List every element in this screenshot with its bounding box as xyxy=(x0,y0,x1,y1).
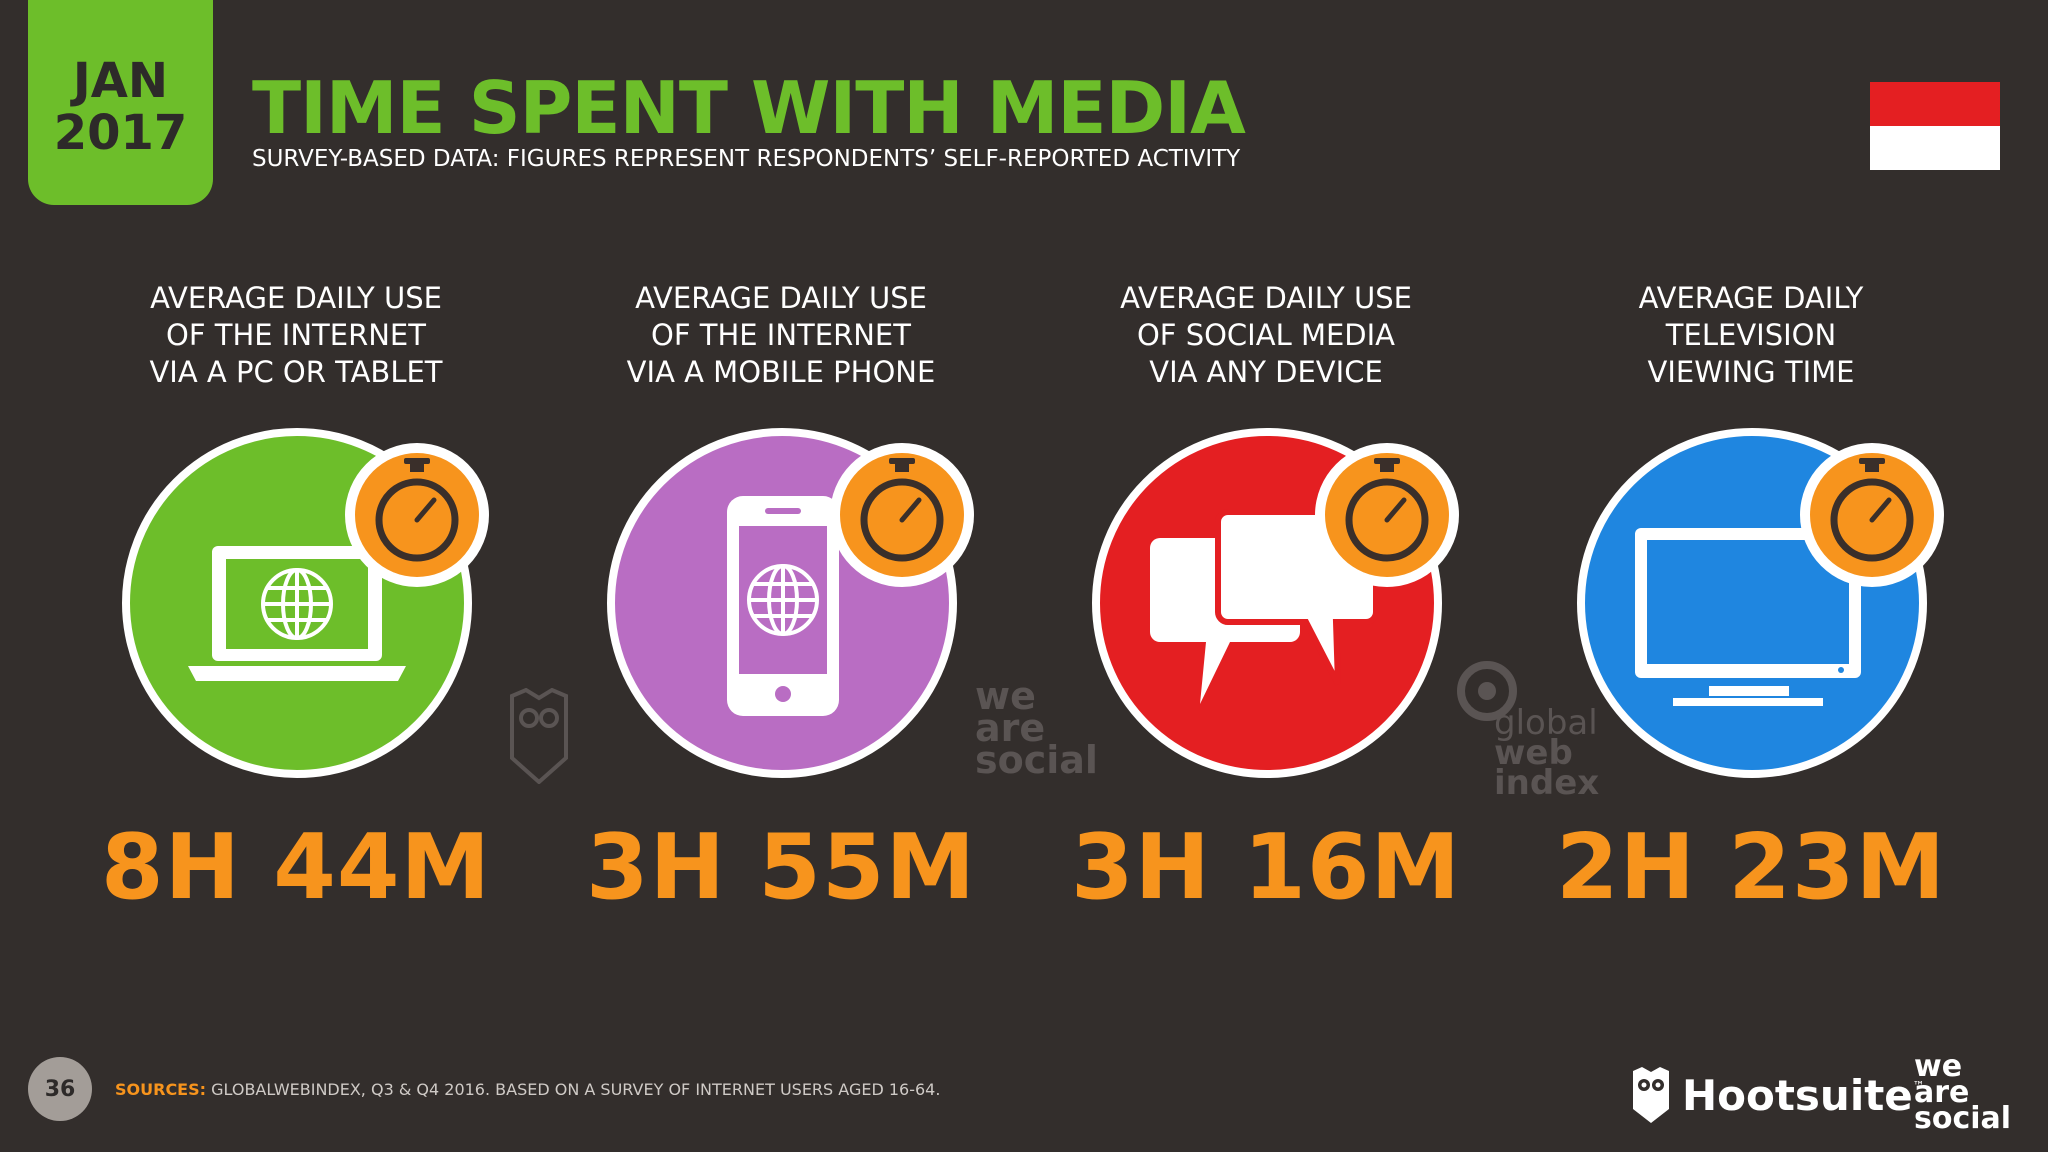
we-are-social-watermark: we are social xyxy=(975,674,1098,782)
stat-label: AVERAGE DAILY USE OF THE INTERNET VIA A … xyxy=(626,281,936,389)
stat-column-social: AVERAGE DAILY USE OF SOCIAL MEDIA VIA AN… xyxy=(1046,280,1486,920)
trademark: ™ xyxy=(1912,1079,1925,1093)
stat-label: AVERAGE DAILY USE OF THE INTERNET VIA A … xyxy=(149,281,443,389)
sources-lead: SOURCES: xyxy=(115,1080,207,1099)
hootsuite-logo: Hootsuite ™ xyxy=(1630,1065,1925,1125)
mobile-globe-icon xyxy=(727,496,839,716)
page-subtitle: SURVEY-BASED DATA: FIGURES REPRESENT RES… xyxy=(252,146,1241,172)
stat-label: AVERAGE DAILY TELEVISION VIEWING TIME xyxy=(1638,281,1864,389)
stopwatch-icon xyxy=(1800,443,1944,587)
global-web-index-logo-icon xyxy=(1457,661,1517,721)
stat-column-mobile: AVERAGE DAILY USE OF THE INTERNET VIA A … xyxy=(561,280,1001,920)
stat-value: 3H 55M xyxy=(585,815,977,920)
page-title: TIME SPENT WITH MEDIA xyxy=(252,66,1246,150)
laptop-globe-icon xyxy=(188,546,406,681)
stat-circle xyxy=(607,428,957,778)
hootsuite-owl-icon xyxy=(1633,1067,1669,1123)
indonesia-flag-icon xyxy=(1870,82,2000,170)
hootsuite-name: Hootsuite xyxy=(1682,1070,1913,1120)
stopwatch-icon xyxy=(1315,443,1459,587)
sources-text: GLOBALWEBINDEX, Q3 & Q4 2016. BASED ON A… xyxy=(206,1080,941,1099)
date-year: 2017 xyxy=(53,104,188,161)
stat-column-pc: AVERAGE DAILY USE OF THE INTERNET VIA A … xyxy=(76,280,516,920)
stopwatch-icon xyxy=(345,443,489,587)
sources-note: SOURCES: GLOBALWEBINDEX, Q3 & Q4 2016. B… xyxy=(115,1080,940,1099)
date-month: JAN xyxy=(72,52,169,109)
page-number: 36 xyxy=(28,1057,92,1121)
date-badge: JAN 2017 xyxy=(28,0,213,205)
stat-label: AVERAGE DAILY USE OF SOCIAL MEDIA VIA AN… xyxy=(1120,281,1412,389)
stopwatch-icon xyxy=(830,443,974,587)
television-icon xyxy=(1635,528,1861,706)
global-web-index-watermark: global web index xyxy=(1494,703,1600,803)
owl-watermark-icon xyxy=(510,688,568,784)
stat-value: 2H 23M xyxy=(1555,815,1947,920)
we-are-social-logo: we are social xyxy=(1914,1049,2012,1136)
stat-column-tv: AVERAGE DAILY TELEVISION VIEWING TIME 2H… xyxy=(1531,280,1971,920)
stat-value: 3H 16M xyxy=(1070,815,1462,920)
stat-value: 8H 44M xyxy=(100,815,492,920)
